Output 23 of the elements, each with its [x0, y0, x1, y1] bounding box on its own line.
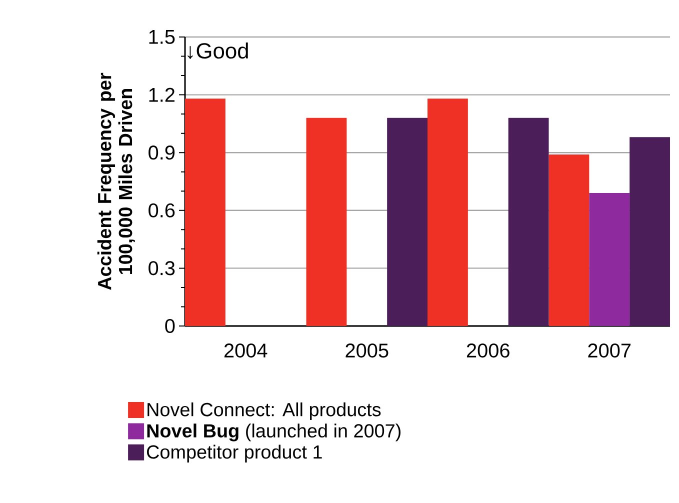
y-tick-label: 0	[165, 318, 175, 334]
legend-label: Competitor product 1	[147, 444, 322, 462]
bar	[185, 98, 226, 326]
y-tick-label: 1.5	[149, 30, 175, 44]
x-tick-label: 2004	[224, 344, 268, 358]
legend-label: Novel Bug (launched in 2007)	[147, 424, 400, 442]
bar	[387, 118, 428, 326]
bar	[589, 193, 630, 326]
bar	[548, 154, 590, 326]
y-tick-label: 0.3	[148, 261, 175, 276]
bar	[508, 118, 549, 326]
y-tick-label: 0.9	[148, 146, 175, 160]
x-tick-label: 2007	[588, 344, 631, 358]
bar	[306, 118, 347, 326]
bar	[428, 98, 468, 326]
y-tick-label: 0.6	[148, 203, 175, 218]
annotation: ↓Good	[188, 42, 248, 60]
legend-label: Novel Connect: All products	[148, 402, 381, 420]
y-axis-title: Accident Frequency per 100,000 Miles Driven	[97, 72, 135, 290]
x-tick-label: 2005	[346, 344, 388, 358]
y-tick-label: 1.2	[149, 88, 174, 102]
x-tick-label: 2006	[466, 344, 510, 358]
bar	[630, 137, 670, 326]
